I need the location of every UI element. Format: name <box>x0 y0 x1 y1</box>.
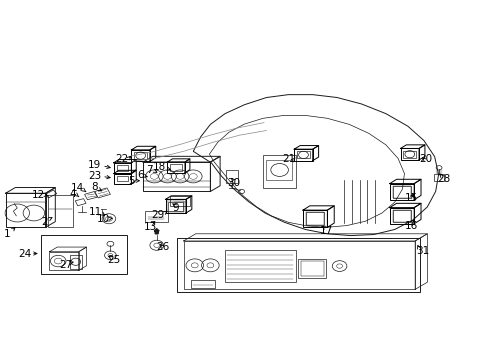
Text: 8: 8 <box>91 182 98 192</box>
Text: 20: 20 <box>419 154 431 164</box>
Text: 18: 18 <box>153 162 166 172</box>
Text: 21: 21 <box>282 154 295 164</box>
Text: 13: 13 <box>144 222 157 231</box>
Text: 29: 29 <box>151 210 164 220</box>
Bar <box>389 208 413 224</box>
Bar <box>134 152 147 159</box>
Bar <box>305 212 324 225</box>
FancyArrow shape <box>154 229 159 234</box>
Text: 22: 22 <box>115 154 128 164</box>
Bar <box>403 150 415 158</box>
Bar <box>263 155 296 188</box>
Bar <box>165 199 185 213</box>
Text: 6: 6 <box>137 170 143 180</box>
Text: 31: 31 <box>415 246 428 256</box>
Bar <box>5 193 45 227</box>
Text: 24: 24 <box>19 248 32 258</box>
Bar <box>392 186 410 198</box>
Text: 10: 10 <box>96 214 109 224</box>
Text: 5: 5 <box>128 176 134 186</box>
Text: 16: 16 <box>404 221 417 231</box>
Bar <box>300 261 324 276</box>
Bar <box>49 252 79 270</box>
Bar <box>114 163 131 173</box>
Bar <box>392 210 410 222</box>
Text: 4: 4 <box>69 189 76 199</box>
Bar <box>167 201 183 212</box>
Text: 19: 19 <box>88 160 101 170</box>
Text: 30: 30 <box>227 178 240 188</box>
Bar <box>298 259 326 278</box>
Bar <box>190 280 215 288</box>
Bar <box>144 211 167 222</box>
Text: 26: 26 <box>156 242 169 252</box>
Bar <box>117 165 128 171</box>
Text: 12: 12 <box>32 190 45 200</box>
Bar <box>177 238 419 292</box>
Bar <box>305 212 324 225</box>
Text: 2: 2 <box>41 217 48 227</box>
Bar <box>294 149 312 161</box>
Text: 28: 28 <box>436 174 449 184</box>
Bar <box>392 210 410 222</box>
Text: 7: 7 <box>146 165 153 175</box>
Text: 1: 1 <box>4 229 11 239</box>
Bar <box>117 176 128 181</box>
Bar <box>114 174 131 184</box>
Text: 15: 15 <box>404 193 417 203</box>
Text: 14: 14 <box>71 183 84 193</box>
Text: 9: 9 <box>172 203 178 213</box>
Bar <box>183 241 414 289</box>
Bar <box>70 255 82 269</box>
Bar <box>266 160 291 180</box>
Text: 23: 23 <box>88 171 102 181</box>
Bar <box>41 235 127 274</box>
Bar <box>168 202 183 211</box>
Bar <box>170 164 182 171</box>
Bar <box>167 162 184 173</box>
Bar <box>224 250 295 282</box>
Bar <box>131 150 150 161</box>
Bar <box>400 148 418 160</box>
Text: 17: 17 <box>319 226 332 236</box>
Bar <box>143 162 210 192</box>
Bar <box>303 210 327 227</box>
Bar <box>297 151 309 158</box>
Bar <box>225 170 238 183</box>
Text: 11: 11 <box>88 207 102 217</box>
Text: 27: 27 <box>59 260 73 270</box>
Bar <box>433 174 444 181</box>
Bar <box>389 184 413 200</box>
Text: 25: 25 <box>107 255 120 265</box>
Bar <box>392 186 410 198</box>
Bar <box>170 196 189 206</box>
